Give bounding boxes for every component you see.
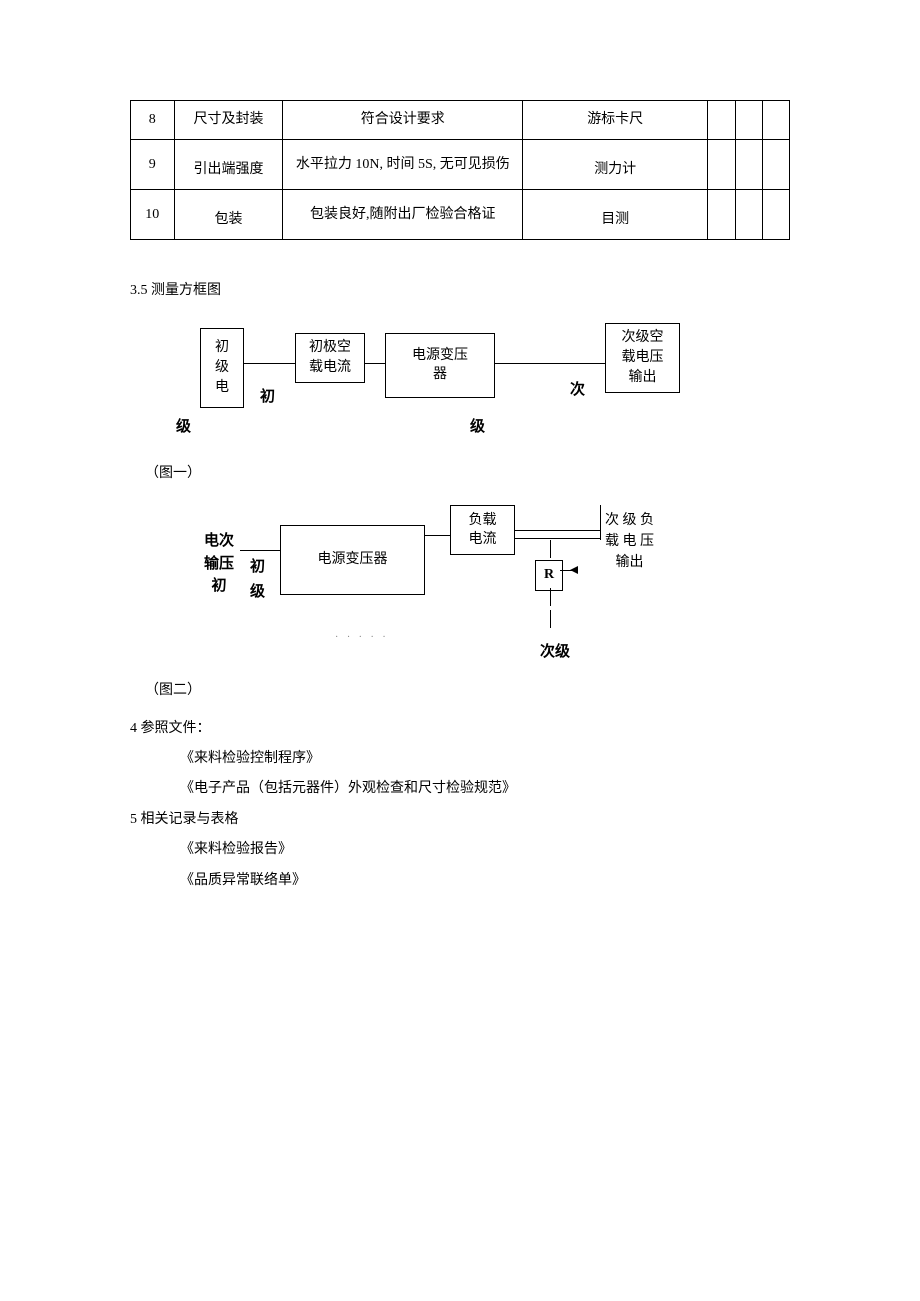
related-form: 《来料检验报告》 <box>130 839 790 861</box>
resistor-box: R <box>535 560 563 590</box>
diagram-edge <box>495 363 605 364</box>
diagram-label: 次 <box>570 378 585 402</box>
diagram-label: 初 <box>250 555 265 579</box>
ref-doc: 《电子产品（包括元器件）外观检查和尺寸检验规范》 <box>130 778 790 800</box>
diagram-dots: · · · · · <box>335 630 389 646</box>
row-blank <box>762 190 789 240</box>
arrow-icon <box>570 566 578 574</box>
diagram-label: 次级 <box>540 640 570 664</box>
section-4-title: 4 参照文件： <box>130 718 790 740</box>
diagram-node: 电源变压 器 <box>385 333 495 398</box>
diagram-edge <box>515 538 600 539</box>
row-tool: 游标卡尺 <box>523 101 708 140</box>
ref-doc: 《来料检验控制程序》 <box>130 748 790 770</box>
row-name: 尺寸及封装 <box>174 101 283 140</box>
diagram-label: 级 <box>470 415 485 439</box>
row-blank <box>762 101 789 140</box>
row-blank <box>708 140 735 190</box>
diagram-label: 初 <box>260 385 275 409</box>
row-num: 8 <box>131 101 175 140</box>
row-desc: 符合设计要求 <box>283 101 523 140</box>
diagram-label: 级 <box>176 415 191 439</box>
row-blank <box>708 101 735 140</box>
row-blank <box>708 190 735 240</box>
row-tool: 测力计 <box>523 140 708 190</box>
diagram-vlabel: 次 级 负 载 电 压 输出 <box>605 510 654 573</box>
row-blank <box>762 140 789 190</box>
figure-2-label: （图二） <box>145 680 790 702</box>
diagram-edge <box>365 363 385 364</box>
diagram-node: 初 级 电 <box>200 328 244 408</box>
figure-1-label: （图一） <box>145 463 790 485</box>
spec-table: 8 尺寸及封装 符合设计要求 游标卡尺 9 引出端强度 水平拉力 10N, 时间… <box>130 100 790 240</box>
diagram-node: 次级空 载电压 输出 <box>605 323 680 393</box>
diagram-vedge <box>550 588 551 606</box>
row-blank <box>735 190 762 240</box>
diagram-node: 电源变压器 <box>280 525 425 595</box>
diagram-node: 初极空 载电流 <box>295 333 365 383</box>
row-num: 9 <box>131 140 175 190</box>
row-name: 引出端强度 <box>174 140 283 190</box>
diagram-vlabel: 电次 输压 初 <box>204 530 234 598</box>
diagram-edge <box>244 363 295 364</box>
table-row: 9 引出端强度 水平拉力 10N, 时间 5S, 无可见损伤 测力计 <box>131 140 790 190</box>
diagram-vedge <box>550 610 551 628</box>
section-5-title: 5 相关记录与表格 <box>130 809 790 831</box>
diagram-edge <box>515 530 600 531</box>
diagram-node: 负载 电流 <box>450 505 515 555</box>
section-3-5-title: 3.5 测量方框图 <box>130 280 790 302</box>
diagram-2: 电源变压器负载 电流电次 输压 初次 级 负 载 电 压 输出初级次级R· · … <box>190 500 790 660</box>
diagram-vedge <box>600 505 601 540</box>
row-num: 10 <box>131 190 175 240</box>
row-desc: 包装良好,随附出厂检验合格证 <box>283 190 523 240</box>
row-desc: 水平拉力 10N, 时间 5S, 无可见损伤 <box>283 140 523 190</box>
row-blank <box>735 140 762 190</box>
row-name: 包装 <box>174 190 283 240</box>
diagram-label: 级 <box>250 580 265 604</box>
related-form: 《品质异常联络单》 <box>130 870 790 892</box>
diagram-edge <box>425 535 450 536</box>
row-tool: 目测 <box>523 190 708 240</box>
table-row: 10 包装 包装良好,随附出厂检验合格证 目测 <box>131 190 790 240</box>
diagram-edge <box>240 550 280 551</box>
table-row: 8 尺寸及封装 符合设计要求 游标卡尺 <box>131 101 790 140</box>
row-blank <box>735 101 762 140</box>
diagram-1: 初 级 电初极空 载电流电源变压 器次级空 载电压 输出初次级级 <box>190 323 790 443</box>
diagram-vedge <box>550 540 551 558</box>
